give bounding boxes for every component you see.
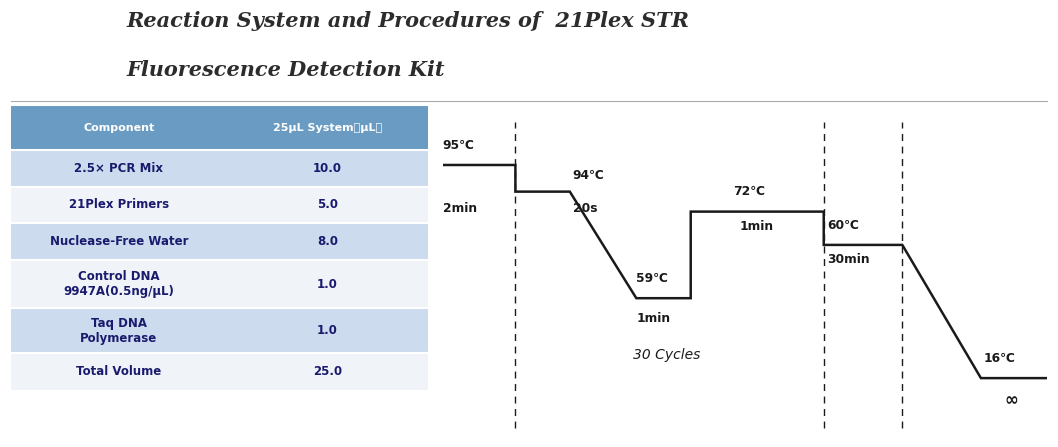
Bar xyxy=(11,105,227,150)
Text: 30min: 30min xyxy=(826,253,870,266)
Bar xyxy=(227,308,427,353)
Text: 95℃: 95℃ xyxy=(443,139,475,152)
Text: 21Plex Primers: 21Plex Primers xyxy=(69,198,169,211)
Text: 1.0: 1.0 xyxy=(317,324,338,337)
Text: 20s: 20s xyxy=(572,202,598,215)
Text: 1.0: 1.0 xyxy=(317,278,338,291)
Bar xyxy=(227,187,427,223)
Bar xyxy=(11,308,227,353)
Text: Taq DNA
Polymerase: Taq DNA Polymerase xyxy=(80,316,158,345)
Bar xyxy=(227,260,427,308)
Text: 2min: 2min xyxy=(443,202,477,215)
Text: 8.0: 8.0 xyxy=(317,235,338,248)
Text: 2.5× PCR Mix: 2.5× PCR Mix xyxy=(74,162,164,175)
Text: 1min: 1min xyxy=(740,220,773,233)
Bar xyxy=(227,150,427,187)
Text: 1min: 1min xyxy=(636,312,671,325)
Text: ∞: ∞ xyxy=(1004,392,1018,409)
Bar xyxy=(11,187,227,223)
Text: Component: Component xyxy=(84,122,154,132)
Text: 25μL System（μL）: 25μL System（μL） xyxy=(273,122,382,132)
Text: 5.0: 5.0 xyxy=(317,198,338,211)
Text: 60℃: 60℃ xyxy=(826,219,859,232)
Bar xyxy=(11,260,227,308)
Text: 94℃: 94℃ xyxy=(572,169,605,181)
Bar xyxy=(227,223,427,260)
Bar xyxy=(227,105,427,150)
Bar xyxy=(11,150,227,187)
Bar xyxy=(11,223,227,260)
Bar xyxy=(11,353,227,390)
Text: Nuclease-Free Water: Nuclease-Free Water xyxy=(50,235,188,248)
Text: 30 Cycles: 30 Cycles xyxy=(633,348,700,362)
Text: 16℃: 16℃ xyxy=(984,352,1016,365)
Text: 25.0: 25.0 xyxy=(313,365,342,378)
Text: 10.0: 10.0 xyxy=(313,162,342,175)
Text: Control DNA
9947A(0.5ng/μL): Control DNA 9947A(0.5ng/μL) xyxy=(63,270,175,298)
Text: Reaction System and Procedures of  21Plex STR: Reaction System and Procedures of 21Plex… xyxy=(127,11,690,31)
Text: 72℃: 72℃ xyxy=(733,186,765,198)
Text: 59℃: 59℃ xyxy=(636,272,669,285)
Text: Total Volume: Total Volume xyxy=(76,365,162,378)
Text: Fluorescence Detection Kit: Fluorescence Detection Kit xyxy=(127,60,445,80)
Bar xyxy=(227,353,427,390)
